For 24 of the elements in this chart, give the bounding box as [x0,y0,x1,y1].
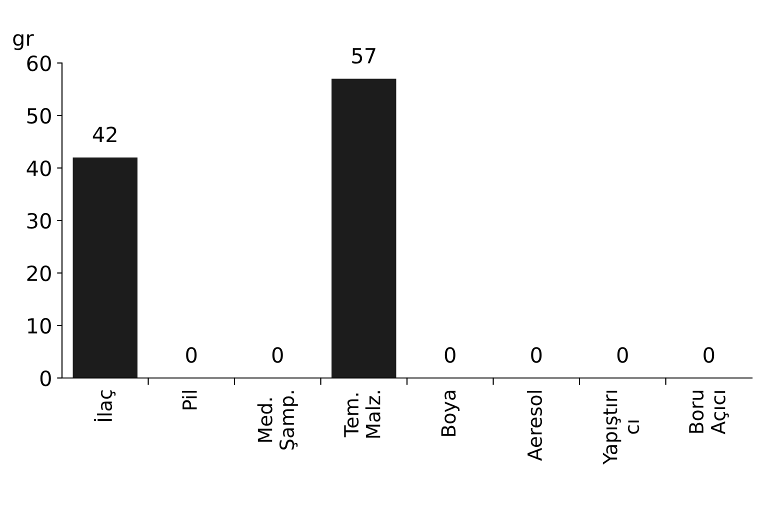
x-tick-label: Boru Açıcı [689,390,729,434]
y-axis-title: gr [13,34,34,50]
data-label: 0 [186,347,197,363]
y-tick-label: 60 [27,55,51,72]
data-label: 0 [531,347,542,363]
data-label: 0 [704,347,714,363]
x-tick-label: Yapıştırı cı [602,390,640,465]
data-label: 0 [272,347,283,363]
x-tick-label: İlaç [94,390,116,421]
y-tick-label: 50 [27,108,51,124]
y-tick-label: 30 [27,212,51,229]
x-tick-label: Aeresol [526,390,542,461]
x-tick-label: Boya [441,390,460,436]
y-tick-label: 40 [26,160,51,176]
y-tick-label: 0 [40,370,51,386]
data-label: 0 [444,347,456,363]
y-tick-label: 20 [27,265,51,282]
data-label: 0 [617,347,628,363]
x-tick-label: Med. Şamp. [257,391,298,450]
data-label: 57 [352,48,376,64]
data-label: 42 [92,126,116,142]
y-tick-label: 10 [28,318,51,334]
x-tick-label: Pil [182,390,197,410]
x-tick-label: Tem. Malz. [344,391,380,438]
